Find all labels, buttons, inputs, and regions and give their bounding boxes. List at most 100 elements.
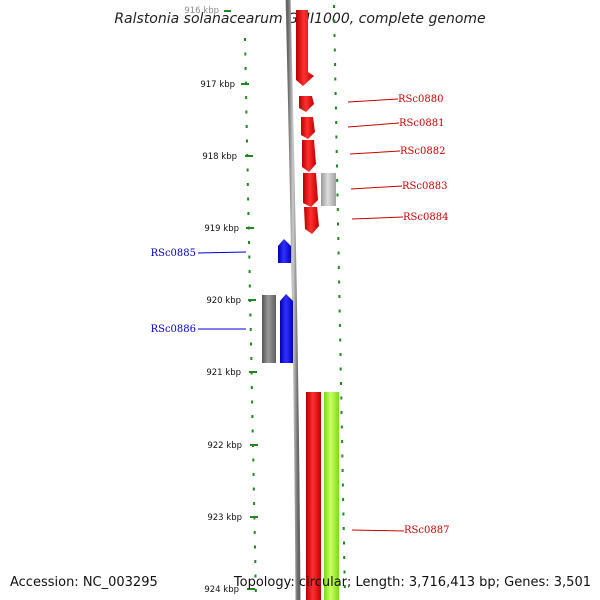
gene-block-light[interactable] <box>321 173 336 206</box>
inner-tick <box>244 52 247 56</box>
gene-arrow-rsc0885[interactable] <box>278 239 291 263</box>
label-lines <box>197 98 405 532</box>
kbp-tick-920 <box>248 299 256 301</box>
gene-arrow-rsc0883[interactable] <box>303 173 318 207</box>
gene-label-rsc0882[interactable]: RSc0882 <box>400 146 445 157</box>
leader-rsc0882 <box>349 150 401 155</box>
gene-block-gray[interactable] <box>262 295 276 363</box>
gene-label-rsc0884[interactable]: RSc0884 <box>403 212 448 223</box>
gene-arrow-rsc0880[interactable] <box>299 96 314 112</box>
outer-tick <box>333 34 336 37</box>
forward-genes <box>296 10 339 600</box>
outer-tick <box>333 5 335 8</box>
outer-tick <box>338 295 341 298</box>
inner-tick <box>246 183 249 186</box>
inner-tick <box>248 241 250 244</box>
outer-tick <box>342 527 345 530</box>
gene-label-rsc0886[interactable]: RSc0886 <box>151 324 196 335</box>
outer-tick <box>341 483 344 487</box>
outer-tick <box>341 440 344 443</box>
outer-tick <box>336 193 339 197</box>
inner-tick <box>250 357 253 360</box>
inner-tick <box>254 589 257 592</box>
inner-tick <box>254 574 257 578</box>
inner-tick <box>245 96 248 99</box>
inner-tick <box>249 328 252 331</box>
kbp-label-top: 916 kbp <box>184 6 219 16</box>
leader-rsc0880 <box>347 98 399 103</box>
kbp-label-920: 920 kbp <box>206 296 241 306</box>
kbp-tick-top <box>224 10 231 12</box>
inner-tick <box>251 429 254 433</box>
outer-tick <box>338 280 341 284</box>
outer-tick <box>340 425 343 429</box>
outer-tick <box>343 541 345 545</box>
outer-tick <box>337 251 340 255</box>
outer-tick <box>335 121 338 124</box>
outer-tick <box>339 338 342 342</box>
outer-tick <box>337 222 339 226</box>
outer-tick <box>339 353 342 356</box>
outer-tick <box>336 179 339 182</box>
gene-arrow-rsc0882[interactable] <box>302 140 316 172</box>
gene-block-rna[interactable] <box>324 392 339 600</box>
kbp-label-923: 923 kbp <box>207 513 242 523</box>
gene-label-rsc0881[interactable]: RSc0881 <box>399 118 444 129</box>
outer-tick <box>335 135 338 139</box>
gene-arrow-rsc0886[interactable] <box>280 294 293 363</box>
inner-tick <box>246 139 248 143</box>
gene-label-rsc0880[interactable]: RSc0880 <box>398 94 443 105</box>
reverse-genes <box>262 239 293 363</box>
outer-tick <box>333 48 336 52</box>
outer-tick <box>338 309 341 313</box>
inner-tick <box>247 197 250 201</box>
kbp-tick-917 <box>241 83 249 85</box>
outer-tick <box>340 411 343 414</box>
leader-rsc0885 <box>197 251 247 254</box>
gene-label-rsc0883[interactable]: RSc0883 <box>402 181 447 192</box>
inner-tick <box>248 255 251 259</box>
kbp-label-918: 918 kbp <box>202 152 237 162</box>
leader-rsc0884 <box>351 216 404 220</box>
inner-tick <box>249 313 252 317</box>
inner-tick <box>252 458 255 462</box>
kbp-ruler: 916 kbp 917 kbp 918 kbp 919 kbp 920 kbp … <box>184 6 258 595</box>
gene-block-rsc0887[interactable] <box>306 392 321 600</box>
inner-tick <box>254 560 257 563</box>
outer-tick <box>342 498 345 501</box>
outer-tick <box>343 556 346 559</box>
gene-labels: RSc0880 RSc0881 RSc0882 RSc0883 RSc0884 … <box>151 94 450 536</box>
outer-tick <box>337 237 340 240</box>
outer-tick <box>338 324 341 327</box>
kbp-label-917: 917 kbp <box>200 80 235 90</box>
outer-tick <box>341 469 344 472</box>
kbp-label-922: 922 kbp <box>207 441 242 451</box>
outer-tick <box>334 63 337 66</box>
outer-tick-marks <box>333 5 346 588</box>
outer-tick <box>343 585 346 588</box>
inner-tick-marks <box>244 38 257 592</box>
inner-tick <box>254 545 256 549</box>
inner-tick <box>248 284 251 288</box>
inner-tick <box>253 502 256 505</box>
inner-tick <box>250 342 252 346</box>
outer-tick <box>333 19 336 23</box>
gene-arrow-rsc0881[interactable] <box>301 117 315 139</box>
inner-tick <box>245 125 248 128</box>
gene-label-rsc0887[interactable]: RSc0887 <box>404 525 449 536</box>
inner-tick <box>244 38 246 41</box>
outer-tick <box>342 512 345 516</box>
outer-tick <box>335 150 338 153</box>
kbp-label-924: 924 kbp <box>204 585 239 595</box>
gene-arrow-rsc0884[interactable] <box>304 207 319 234</box>
inner-tick <box>251 400 254 404</box>
outer-tick <box>340 382 342 385</box>
outer-tick <box>343 570 346 574</box>
kbp-label-921: 921 kbp <box>206 368 241 378</box>
inner-tick <box>253 531 256 534</box>
gene-arrow-rsc0879[interactable] <box>296 10 314 86</box>
gene-label-rsc0885[interactable]: RSc0885 <box>151 248 196 259</box>
outer-tick <box>334 106 337 110</box>
outer-tick <box>340 396 343 400</box>
